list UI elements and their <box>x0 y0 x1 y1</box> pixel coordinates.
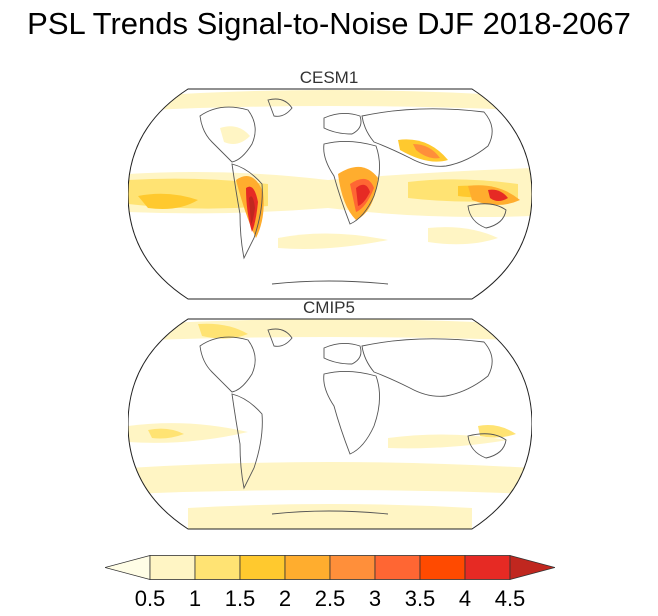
signal-shading-cesm1 <box>128 90 532 249</box>
signal-shading-cmip5 <box>128 319 532 529</box>
colorbar-tick-label: 4.5 <box>494 586 526 611</box>
coastlines-cesm1 <box>199 98 507 285</box>
colorbar-tick-label: 1.5 <box>224 586 256 611</box>
colorbar-tick-label: 3.5 <box>404 586 436 611</box>
colorbar-swatch <box>509 555 555 580</box>
colorbar-swatch <box>419 555 466 580</box>
colorbar-ticks: 0.5 1 1.5 2 2.5 3 3.5 4 4.5 <box>0 586 658 614</box>
panel-title-cmip5: CMIP5 <box>303 298 355 317</box>
colorbar-tick-label: 0.5 <box>134 586 166 611</box>
colorbar-tick-label: 2 <box>278 586 292 611</box>
map-panel-cesm1 <box>128 88 532 300</box>
colorbar-swatch <box>194 555 241 580</box>
map-panel-cmip5 <box>128 318 532 530</box>
colorbar-swatch <box>464 555 511 580</box>
colorbar-swatch <box>284 555 331 580</box>
colorbar <box>105 555 555 580</box>
colorbar-swatch <box>329 555 376 580</box>
panel-title-cesm1: CESM1 <box>299 68 359 87</box>
colorbar-tick-label: 1 <box>188 586 202 611</box>
colorbar-tick-label: 2.5 <box>314 586 346 611</box>
colorbar-swatch <box>149 555 196 580</box>
colorbar-tick-label: 4 <box>458 586 472 611</box>
coastlines-cmip5 <box>199 328 507 515</box>
colorbar-tick-label: 3 <box>368 586 382 611</box>
colorbar-swatch <box>105 555 151 580</box>
figure-title: PSL Trends Signal-to-Noise DJF 2018-2067 <box>27 6 631 41</box>
colorbar-swatch <box>239 555 286 580</box>
colorbar-swatch <box>374 555 421 580</box>
